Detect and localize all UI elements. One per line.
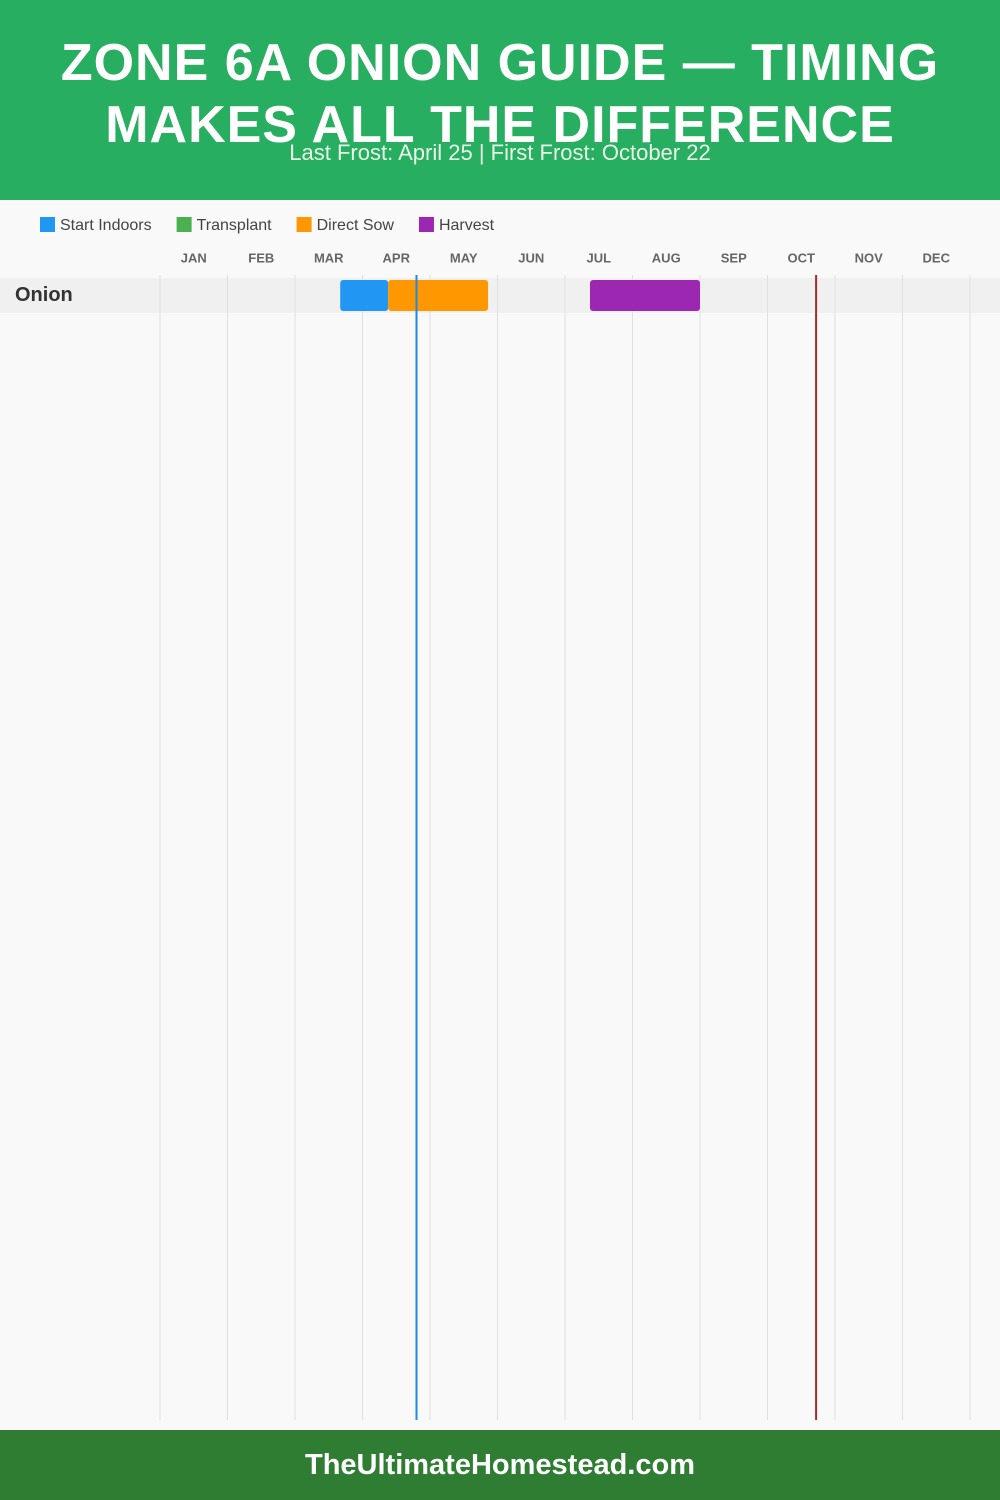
x-tick-label: SEP — [721, 250, 747, 265]
x-tick-label: NOV — [855, 250, 884, 265]
legend-swatch — [296, 217, 312, 232]
legend-label: Harvest — [439, 217, 495, 234]
legend-label: Transplant — [197, 217, 273, 234]
x-tick-label: AUG — [652, 250, 681, 265]
row-background — [0, 278, 1000, 313]
legend-swatch — [176, 217, 192, 232]
bar — [388, 280, 489, 311]
x-tick-label: FEB — [248, 250, 274, 265]
bar — [589, 280, 700, 311]
chart-subtitle: Last Frost: April 25 | First Frost: Octo… — [289, 140, 711, 165]
legend-swatch — [40, 217, 55, 232]
legend-label: Direct Sow — [317, 217, 395, 234]
chart-title: ZONE 6A ONION GUIDE — TIMING MAKES ALL T… — [60, 34, 940, 154]
bar — [340, 280, 389, 311]
x-tick-label: DEC — [923, 250, 951, 265]
legend-label: Start Indoors — [60, 217, 152, 234]
x-tick-label: OCT — [788, 250, 816, 265]
x-tick-label: JUL — [586, 250, 611, 265]
x-tick-label: MAY — [450, 250, 478, 265]
chart: Start Indoors Transplant Direct Sow Harvest… — [0, 217, 1000, 1420]
footer: TheUltimateHomestead.com — [0, 1430, 1000, 1500]
x-tick-label: MAR — [314, 250, 344, 265]
x-tick-label: JUN — [518, 250, 544, 265]
legend-swatch — [418, 217, 434, 232]
x-tick-label: APR — [383, 250, 411, 265]
x-tick-label: JAN — [181, 250, 207, 265]
header: ZONE 6A ONION GUIDE — TIMING MAKES ALL T… — [0, 0, 1000, 200]
row-label: Onion — [15, 284, 73, 306]
